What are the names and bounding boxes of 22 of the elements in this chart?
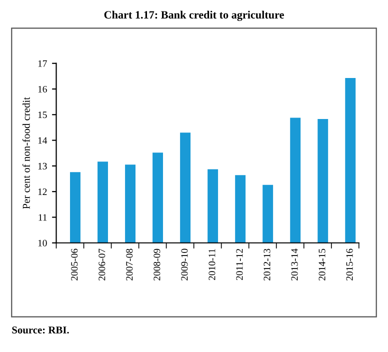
x-tick-label: 2013-14 [291,248,298,280]
y-tick-label: 17 [38,60,47,67]
y-tick-label: 14 [38,137,48,144]
y-tick-label: 12 [38,188,47,195]
y-tick-label: 11 [38,214,47,221]
x-tick-label: 2006-07 [98,248,106,280]
y-tick-label: 15 [38,112,47,118]
x-tick-label: 2014-15 [318,248,326,280]
source-note: Source: RBI. [12,326,69,334]
x-tick-label: 2008-09 [154,248,160,280]
y-axis-title: Per cent of non-food credit [22,97,30,209]
x-tick-label: 2007-08 [126,248,133,280]
x-tick-label: 2011-12 [236,248,243,280]
x-tick-label: 2012-13 [264,248,270,280]
x-tick-label: 2009-10 [181,248,188,280]
chart-title: Chart 1.17: Bank credit to agriculture [104,10,284,21]
x-tick-label: 2015-16 [346,248,353,280]
x-tick-label: 2005-06 [71,248,78,280]
y-tick-label: 16 [38,86,47,92]
y-tick-label: 10 [38,240,47,246]
x-tick-label: 2010-11 [208,249,216,280]
y-tick-label: 13 [38,162,47,170]
